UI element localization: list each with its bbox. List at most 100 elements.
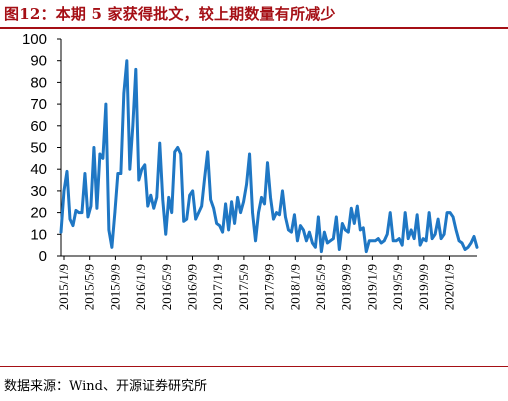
data-point bbox=[65, 170, 69, 173]
data-point bbox=[170, 211, 173, 214]
data-point bbox=[164, 233, 167, 236]
data-point bbox=[227, 228, 230, 232]
data-point bbox=[95, 207, 99, 210]
data-point bbox=[251, 211, 254, 214]
data-point bbox=[233, 222, 236, 225]
data-point bbox=[317, 215, 320, 219]
data-point bbox=[257, 211, 260, 214]
x-tick-label: 2019/1/9 bbox=[364, 264, 379, 310]
x-tick-label: 2016/9/9 bbox=[185, 264, 200, 310]
data-point bbox=[305, 239, 308, 243]
data-point bbox=[350, 207, 353, 210]
title-divider bbox=[0, 27, 508, 29]
data-point bbox=[197, 211, 200, 214]
data-point bbox=[308, 230, 311, 234]
data-point bbox=[155, 196, 158, 199]
x-tick-label: 2017/9/9 bbox=[262, 264, 277, 310]
data-point bbox=[302, 228, 305, 232]
data-point bbox=[152, 207, 155, 210]
data-point bbox=[275, 211, 278, 214]
x-tick-label: 2018/9/9 bbox=[339, 264, 354, 310]
data-point bbox=[392, 239, 395, 243]
data-point bbox=[457, 239, 461, 243]
data-point bbox=[284, 215, 287, 219]
data-point bbox=[320, 250, 323, 253]
x-tick-label: 2016/1/9 bbox=[133, 264, 148, 310]
data-point bbox=[314, 246, 317, 249]
x-tick-label: 2018/5/9 bbox=[313, 264, 328, 310]
data-point bbox=[323, 230, 326, 234]
data-point bbox=[119, 172, 123, 175]
data-point bbox=[400, 243, 404, 247]
data-point bbox=[386, 233, 389, 236]
data-point bbox=[143, 163, 146, 167]
x-tick-label: 2019/9/9 bbox=[416, 264, 431, 310]
data-point bbox=[203, 176, 206, 180]
series bbox=[59, 59, 479, 254]
data-point bbox=[448, 211, 452, 214]
data-point bbox=[436, 217, 440, 221]
data-point bbox=[242, 200, 245, 203]
data-point bbox=[472, 235, 476, 238]
data-point bbox=[394, 239, 398, 243]
data-point bbox=[287, 228, 290, 232]
data-point bbox=[347, 230, 350, 234]
data-point bbox=[430, 237, 434, 240]
data-point bbox=[179, 152, 182, 156]
y-tick-label: 0 bbox=[39, 248, 47, 265]
data-point bbox=[433, 233, 437, 236]
data-point bbox=[344, 228, 347, 232]
data-point bbox=[131, 124, 135, 128]
data-point bbox=[421, 237, 425, 240]
data-point bbox=[206, 150, 209, 154]
data-point bbox=[191, 189, 194, 193]
data-point bbox=[469, 241, 473, 245]
data-point bbox=[356, 204, 359, 208]
data-point bbox=[194, 217, 197, 221]
data-point bbox=[173, 150, 176, 154]
data-point bbox=[418, 243, 422, 247]
data-point bbox=[269, 196, 272, 199]
data-point bbox=[80, 211, 84, 214]
y-tick-label: 40 bbox=[30, 161, 47, 178]
data-point bbox=[149, 194, 152, 197]
data-point bbox=[463, 248, 467, 251]
data-point bbox=[397, 237, 401, 240]
data-point bbox=[101, 157, 105, 160]
data-point bbox=[161, 198, 164, 201]
data-point bbox=[299, 224, 302, 227]
source-divider bbox=[0, 366, 508, 367]
data-point bbox=[389, 211, 392, 214]
x-tick-label: 2015/1/9 bbox=[56, 264, 71, 310]
data-point bbox=[182, 220, 185, 223]
x-tick-label: 2015/9/9 bbox=[107, 264, 122, 310]
data-point bbox=[245, 183, 248, 186]
data-point bbox=[122, 92, 126, 95]
x-tick-label: 2015/5/9 bbox=[82, 264, 97, 310]
data-point bbox=[77, 211, 81, 214]
y-axis: 0 10 20 30 40 50 60 70 80 90 100 bbox=[22, 31, 62, 265]
data-point bbox=[188, 194, 191, 197]
data-point bbox=[146, 204, 149, 208]
data-point bbox=[326, 241, 329, 245]
data-point bbox=[200, 204, 203, 208]
data-point bbox=[110, 246, 114, 249]
data-point bbox=[311, 241, 314, 245]
data-point bbox=[158, 141, 161, 145]
data-point bbox=[442, 233, 446, 236]
data-point bbox=[406, 237, 410, 240]
data-point bbox=[380, 241, 383, 245]
data-point bbox=[254, 239, 257, 243]
data-point bbox=[272, 217, 275, 221]
data-point bbox=[74, 209, 78, 212]
data-point bbox=[335, 215, 338, 219]
data-point bbox=[266, 161, 269, 164]
data-point bbox=[140, 168, 144, 171]
data-point bbox=[83, 172, 87, 175]
y-tick-label: 70 bbox=[30, 96, 47, 113]
data-point bbox=[248, 152, 251, 156]
data-point bbox=[427, 211, 431, 214]
data-point bbox=[224, 202, 227, 206]
data-point bbox=[104, 102, 108, 106]
data-point bbox=[212, 207, 215, 210]
